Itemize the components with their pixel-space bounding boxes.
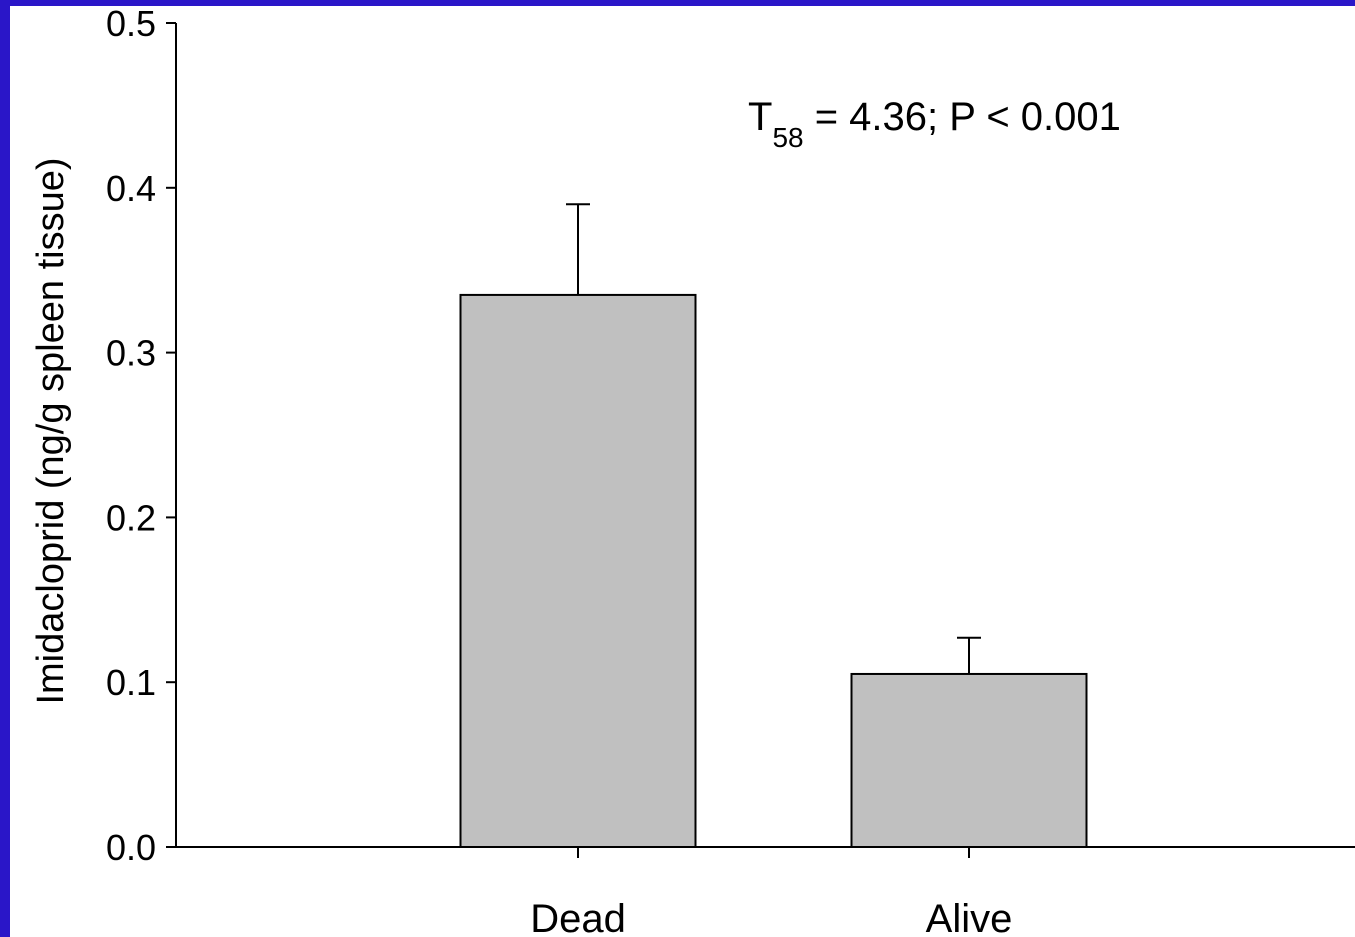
bar-chart: 0.0 0.1 0.2 0.3 0.4 0.5 Dead Alive Imidacloprid… [30, 6, 1355, 937]
y-tick-label: 0.5 [106, 6, 156, 44]
y-tick-label: 0.1 [106, 662, 156, 703]
stat-subscript: 58 [772, 122, 803, 153]
bars-layer [459, 203, 1088, 849]
x-category-label-dead: Dead [530, 897, 626, 937]
x-category-label-alive: Alive [926, 897, 1013, 937]
bar-dead [459, 293, 697, 849]
chart-figure: 0.0 0.1 0.2 0.3 0.4 0.5 Dead Alive Imidacloprid… [10, 6, 1355, 937]
labels-layer: 0.0 0.1 0.2 0.3 0.4 0.5 Dead Alive [106, 6, 1012, 937]
stat-symbol: T [748, 95, 772, 139]
y-tick-label: 0.2 [106, 497, 156, 538]
axes-layer [166, 22, 1355, 858]
stat-text: = 4.36; P < 0.001 [804, 95, 1121, 139]
y-axis-title: Imidacloprid (ng/g spleen tissue) [30, 157, 72, 704]
y-tick-label: 0.3 [106, 333, 156, 374]
y-tick-label: 0.4 [106, 168, 156, 209]
bar-alive [850, 672, 1088, 849]
stat-annotation: T58 = 4.36; P < 0.001 [748, 95, 1121, 153]
y-tick-label: 0.0 [106, 827, 156, 868]
